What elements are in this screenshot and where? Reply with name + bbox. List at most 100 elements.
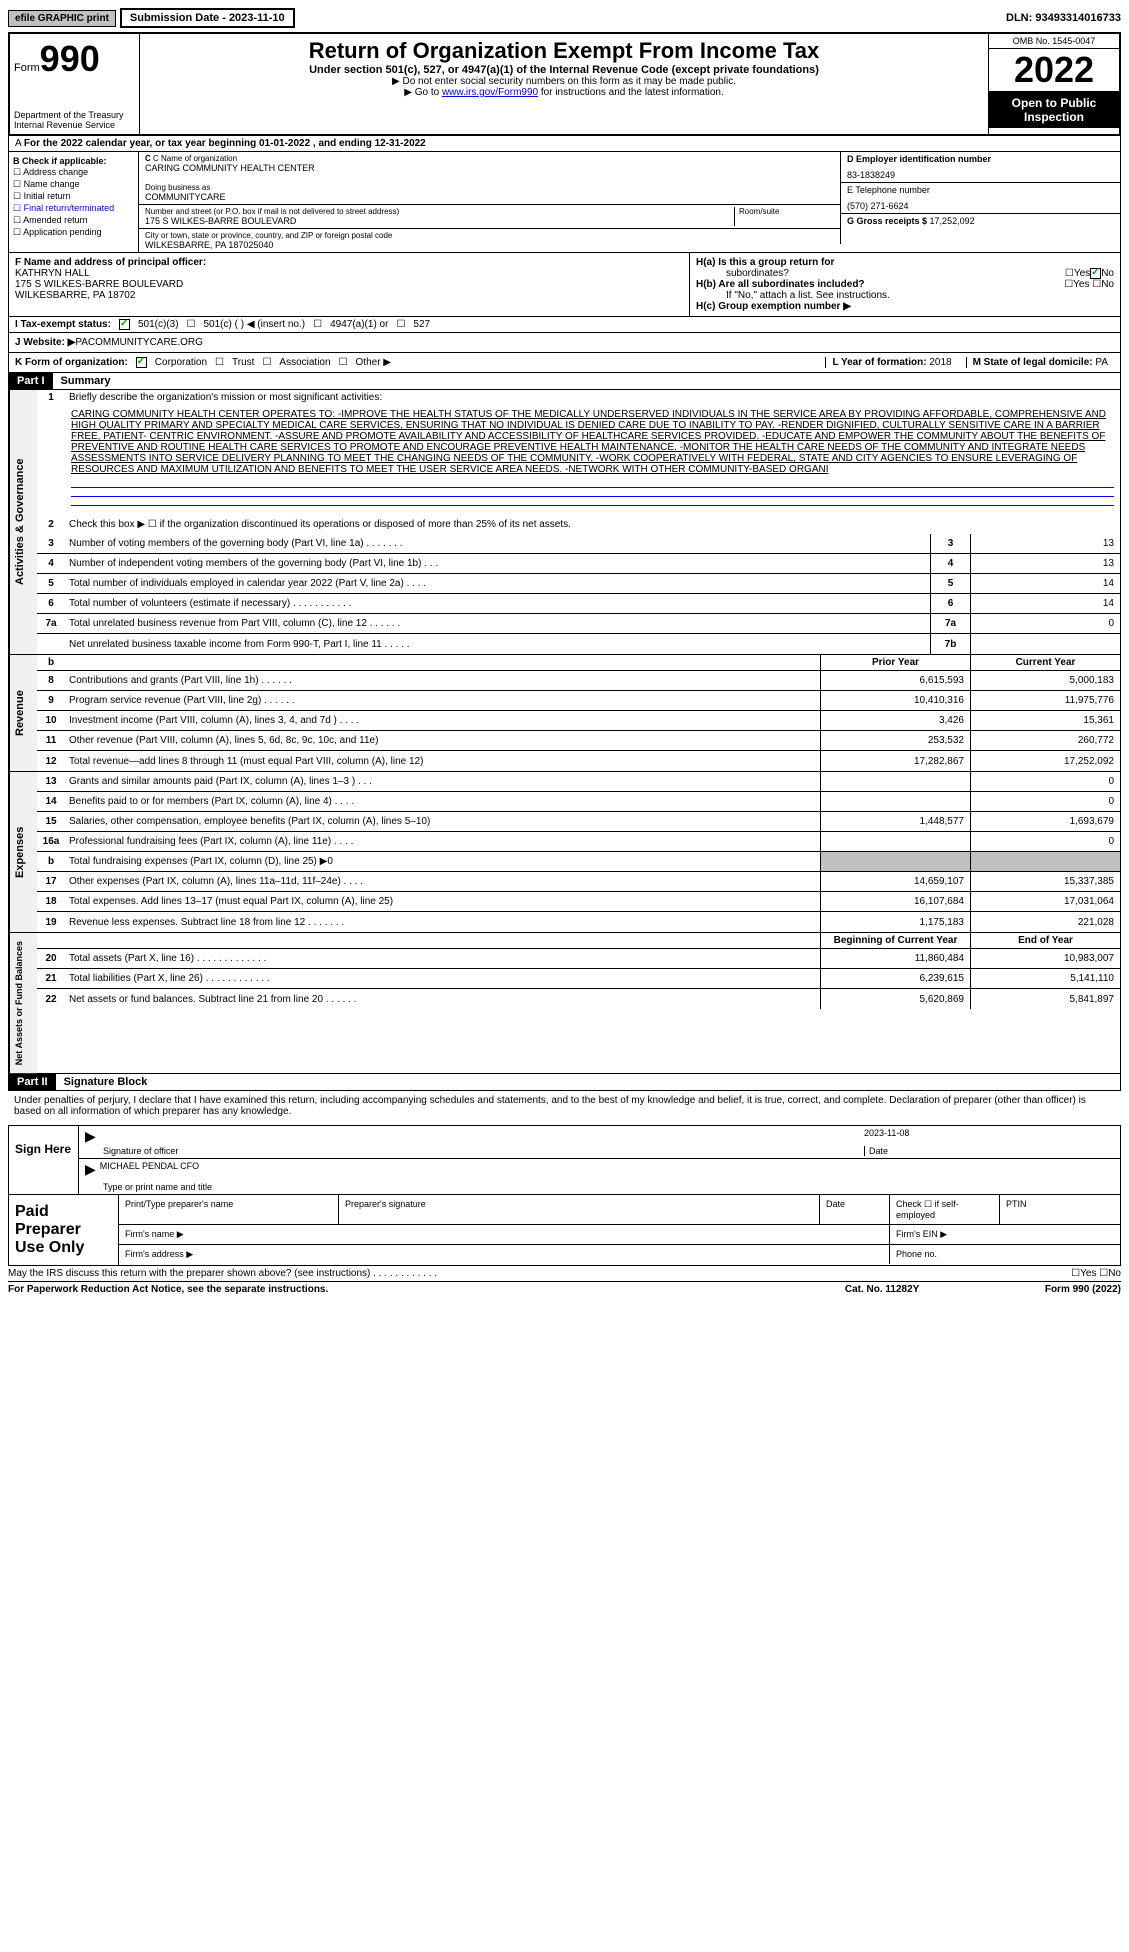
hb-yesno: ☐Yes ☐No	[1064, 279, 1114, 290]
table-row: 10Investment income (Part VIII, column (…	[37, 711, 1120, 731]
table-row: 7aTotal unrelated business revenue from …	[37, 614, 1120, 634]
revenue-section: Revenue bPrior YearCurrent Year 8Contrib…	[8, 655, 1121, 772]
table-row: 19Revenue less expenses. Subtract line 1…	[37, 912, 1120, 932]
dln: DLN: 93493314016733	[1006, 12, 1121, 24]
year-formation: 2018	[929, 357, 951, 368]
prep-self-label: Check ☐ if self-employed	[890, 1195, 1000, 1224]
ha-yes: ☐Yes	[1065, 268, 1090, 279]
part2-title: Signature Block	[56, 1074, 156, 1090]
opt-corp: Corporation	[155, 357, 207, 368]
prep-sig-label: Preparer's signature	[339, 1195, 820, 1224]
main-info: B Check if applicable: ☐ Address change …	[8, 152, 1121, 253]
form-header: Form990 Department of the Treasury Inter…	[8, 32, 1121, 136]
line-1-label: Briefly describe the organization's miss…	[65, 390, 1120, 405]
top-bar: efile GRAPHIC print Submission Date - 20…	[8, 8, 1121, 28]
form-note1: ▶ Do not enter social security numbers o…	[148, 76, 980, 87]
line-1-num: 1	[37, 390, 65, 405]
prior-header: Prior Year	[820, 655, 970, 670]
opt-501c: 501(c) ( ) ◀ (insert no.)	[204, 319, 306, 330]
form-title: Return of Organization Exempt From Incom…	[148, 38, 980, 64]
table-row: 22Net assets or fund balances. Subtract …	[37, 989, 1120, 1009]
footer-left: For Paperwork Reduction Act Notice, see …	[8, 1284, 845, 1295]
sign-here: Sign Here	[9, 1126, 79, 1194]
opt-assoc: Association	[279, 357, 330, 368]
expenses-section: Expenses 13Grants and similar amounts pa…	[8, 772, 1121, 933]
table-row: 8Contributions and grants (Part VIII, li…	[37, 671, 1120, 691]
row-a: A For the 2022 calendar year, or tax yea…	[8, 136, 1121, 152]
table-row: 12Total revenue—add lines 8 through 11 (…	[37, 751, 1120, 771]
state-label: M State of legal domicile:	[973, 357, 1096, 368]
room-label: Room/suite	[739, 207, 834, 216]
discuss-yes: ☐Yes ☐No	[1071, 1268, 1121, 1279]
part1-header-row: Part I Summary	[8, 373, 1121, 390]
officer-addr2: WILKESBARRE, PA 18702	[15, 290, 683, 301]
table-row: 14Benefits paid to or for members (Part …	[37, 792, 1120, 812]
tax-year: 2022	[989, 49, 1119, 92]
chk-pending: ☐ Application pending	[13, 227, 134, 238]
sign-block: Sign Here ▶2023-11-08 Signature of offic…	[8, 1125, 1121, 1195]
form-org-row: K Form of organization: Corporation ☐Tru…	[8, 353, 1121, 373]
name-label: C C Name of organization	[145, 154, 834, 163]
prep-name-label: Print/Type preparer's name	[119, 1195, 339, 1224]
form-label: Form	[14, 62, 40, 74]
ha: H(a) Is this a group return for	[696, 257, 1114, 268]
firm-name-label: Firm's name ▶	[119, 1225, 890, 1244]
address: 175 S WILKES-BARRE BOULEVARD	[145, 216, 734, 226]
part2-header: Part II	[9, 1074, 56, 1090]
table-row: 15Salaries, other compensation, employee…	[37, 812, 1120, 832]
chk-final: ☐ Final return/terminated	[13, 203, 134, 214]
table-row: 18Total expenses. Add lines 13–17 (must …	[37, 892, 1120, 912]
website-val: PACOMMUNITYCARE.ORG	[75, 337, 203, 348]
discuss-text: May the IRS discuss this return with the…	[8, 1268, 1071, 1279]
table-row: 13Grants and similar amounts paid (Part …	[37, 772, 1120, 792]
tax-status-row: I Tax-exempt status: 501(c)(3) ☐501(c) (…	[8, 317, 1121, 333]
form-subtitle: Under section 501(c), 527, or 4947(a)(1)…	[148, 64, 980, 76]
officer-name: KATHRYN HALL	[15, 268, 683, 279]
vtext-governance: Activities & Governance	[9, 390, 37, 654]
col-b-title: B Check if applicable:	[13, 156, 134, 166]
chk-initial: ☐ Initial return	[13, 191, 134, 202]
chk-corp	[136, 357, 147, 368]
irs-link[interactable]: www.irs.gov/Form990	[442, 87, 538, 98]
vtext-netassets: Net Assets or Fund Balances	[9, 933, 37, 1073]
table-row: 9Program service revenue (Part VIII, lin…	[37, 691, 1120, 711]
part1-title: Summary	[53, 373, 119, 389]
preparer-block: Paid Preparer Use Only Print/Type prepar…	[8, 1195, 1121, 1266]
end-header: End of Year	[970, 933, 1120, 948]
officer-addr1: 175 S WILKES-BARRE BOULEVARD	[15, 279, 683, 290]
city-label: City or town, state or province, country…	[145, 231, 834, 240]
table-row: 3Number of voting members of the governi…	[37, 534, 1120, 554]
ha-no-check	[1090, 268, 1101, 279]
sig-name: MICHAEL PENDAL CFO	[100, 1161, 199, 1178]
gross-label: G Gross receipts $	[847, 216, 930, 226]
chk-name: ☐ Name change	[13, 179, 134, 190]
hc: H(c) Group exemption number ▶	[696, 301, 1114, 312]
sig-date: 2023-11-08	[864, 1128, 1114, 1142]
part1-header: Part I	[9, 373, 53, 389]
city: WILKESBARRE, PA 187025040	[145, 240, 834, 250]
chk-address: ☐ Address change	[13, 167, 134, 178]
table-row: Net unrelated business taxable income fr…	[37, 634, 1120, 654]
form-org-label: K Form of organization:	[15, 357, 128, 368]
org-name: CARING COMMUNITY HEALTH CENTER	[145, 163, 834, 173]
efile-button[interactable]: efile GRAPHIC print	[8, 10, 116, 27]
table-row: 5Total number of individuals employed in…	[37, 574, 1120, 594]
line-b-num: b	[37, 655, 65, 670]
part2-header-row: Part II Signature Block	[8, 1074, 1121, 1091]
dba-label: Doing business as	[145, 183, 834, 192]
sig-officer-label: Signature of officer	[85, 1146, 864, 1156]
footer-right: Form 990 (2022)	[1045, 1284, 1121, 1295]
firm-addr-label: Firm's address ▶	[119, 1245, 890, 1264]
state-domicile: PA	[1095, 357, 1108, 368]
mission-text: CARING COMMUNITY HEALTH CENTER OPERATES …	[65, 405, 1120, 479]
discuss-row: May the IRS discuss this return with the…	[8, 1266, 1121, 1282]
form-number: 990	[40, 38, 100, 79]
table-row: bTotal fundraising expenses (Part IX, co…	[37, 852, 1120, 872]
vtext-revenue: Revenue	[9, 655, 37, 771]
public-inspection: Open to Public Inspection	[989, 92, 1119, 128]
line-2-text: Check this box ▶ ☐ if the organization d…	[65, 517, 1120, 532]
submission-date: Submission Date - 2023-11-10	[120, 8, 295, 28]
gross: 17,252,092	[930, 216, 975, 226]
table-row: 17Other expenses (Part IX, column (A), l…	[37, 872, 1120, 892]
chk-501c3	[119, 319, 130, 330]
